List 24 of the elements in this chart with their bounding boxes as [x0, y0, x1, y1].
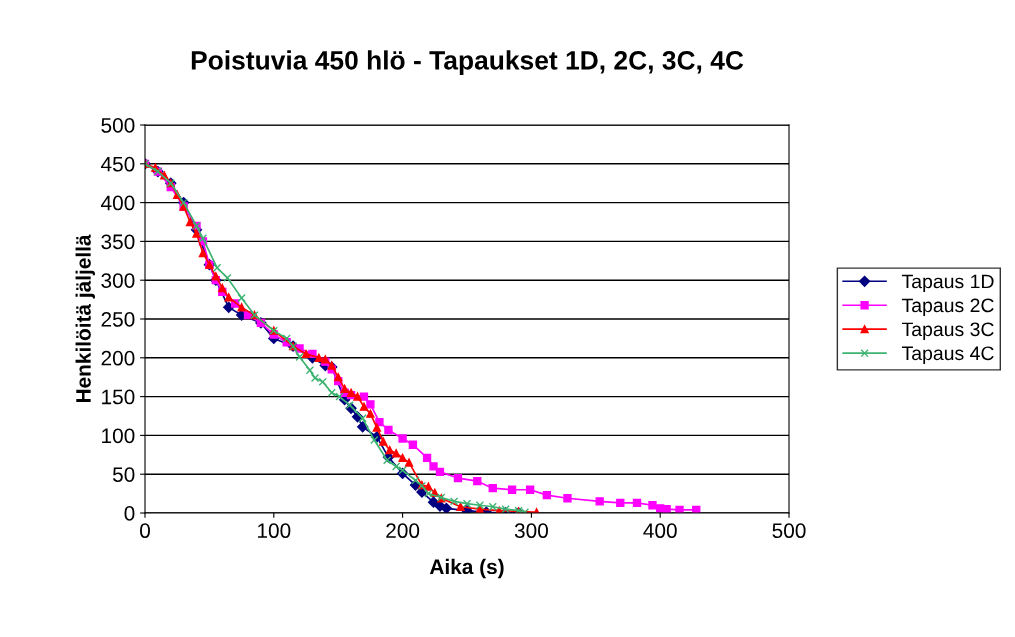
x-tick-label: 400 — [643, 523, 677, 539]
legend-label: Tapaus 1D — [901, 274, 994, 293]
y-tick-label: 300 — [101, 273, 135, 288]
y-tick-label: 100 — [102, 428, 135, 444]
legend-label: Tapaus 4C — [901, 346, 994, 364]
x-tick-label: 500 — [772, 523, 806, 539]
x-tick-label: 200 — [386, 523, 420, 539]
y-tick-label: 400 — [101, 195, 135, 211]
legend-label: Tapaus 2C — [901, 298, 994, 317]
y-tick-label: 150 — [102, 389, 135, 405]
y-tick-label: 200 — [101, 350, 135, 366]
y-tick-label: 50 — [112, 467, 135, 482]
y-tick-label: 450 — [101, 156, 135, 172]
y-tick-label: 350 — [101, 234, 135, 250]
x-tick-label: 0 — [140, 523, 150, 539]
x-axis-title: Aika (s) — [429, 558, 504, 579]
chart-title: Poistuvia 450 hlö - Tapaukset 1D, 2C, 3C, 4C — [191, 50, 744, 75]
y-tick-label: 500 — [101, 118, 135, 133]
y-axis-title: Henkilöitä jäljellä — [75, 234, 95, 403]
y-tick-label: 250 — [101, 312, 135, 327]
legend-label: Tapaus 3C — [901, 322, 994, 341]
x-tick-label: 300 — [514, 523, 548, 539]
x-tick-label: 100 — [258, 523, 291, 539]
y-tick-label: 0 — [124, 506, 135, 521]
